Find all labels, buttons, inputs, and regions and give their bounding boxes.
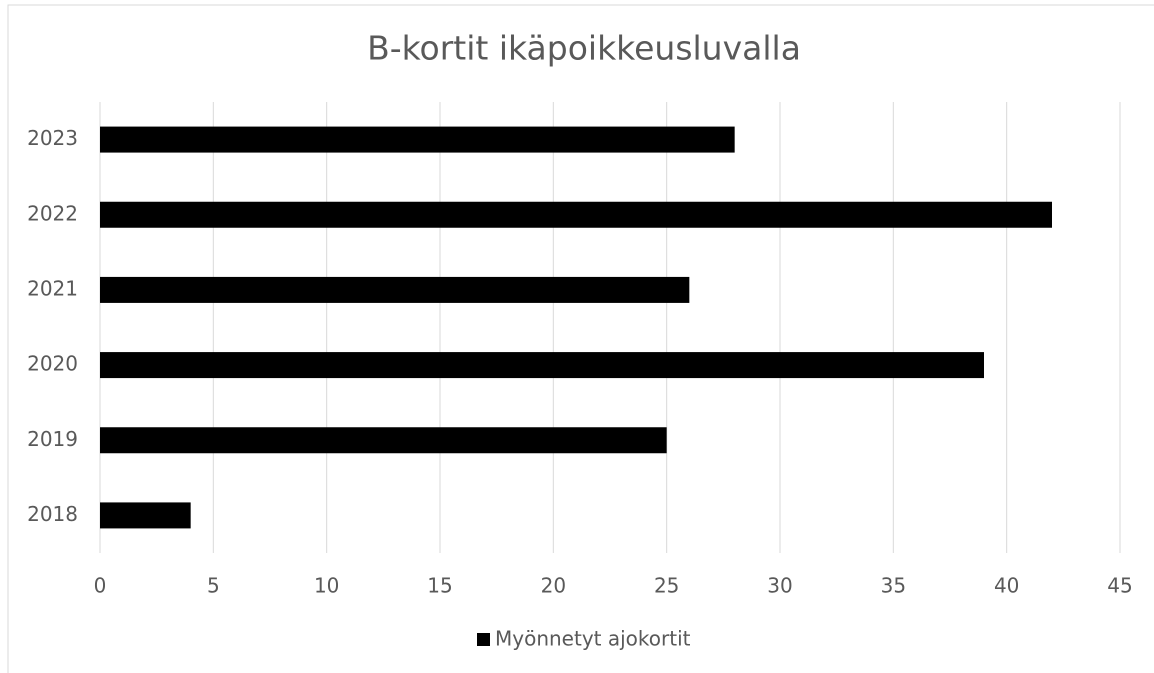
y-tick-label: 2021	[27, 276, 78, 300]
legend-label: Myönnetyt ajokortit	[495, 627, 691, 651]
bar	[100, 126, 735, 153]
y-tick-label: 2018	[27, 502, 78, 526]
x-tick-label: 35	[881, 574, 906, 598]
y-tick-label: 2022	[27, 201, 78, 225]
legend-swatch	[477, 633, 490, 646]
x-tick-label: 20	[541, 574, 566, 598]
x-tick-label: 10	[314, 574, 339, 598]
x-tick-label: 30	[767, 574, 792, 598]
x-tick-label: 5	[207, 574, 220, 598]
x-tick-label: 40	[994, 574, 1019, 598]
bar	[100, 352, 984, 379]
chart-border	[7, 4, 1154, 673]
bar	[100, 502, 191, 529]
x-tick-label: 0	[94, 574, 107, 598]
chart-title: B-kortit ikäpoikkeusluvalla	[367, 29, 801, 68]
bar	[100, 276, 690, 303]
y-tick-label: 2020	[27, 352, 78, 376]
y-tick-label: 2019	[27, 427, 78, 451]
bar	[100, 427, 667, 454]
y-tick-label: 2023	[27, 126, 78, 150]
x-tick-label: 15	[427, 574, 452, 598]
x-tick-label: 25	[654, 574, 679, 598]
x-tick-label: 45	[1107, 574, 1132, 598]
bar	[100, 201, 1052, 228]
